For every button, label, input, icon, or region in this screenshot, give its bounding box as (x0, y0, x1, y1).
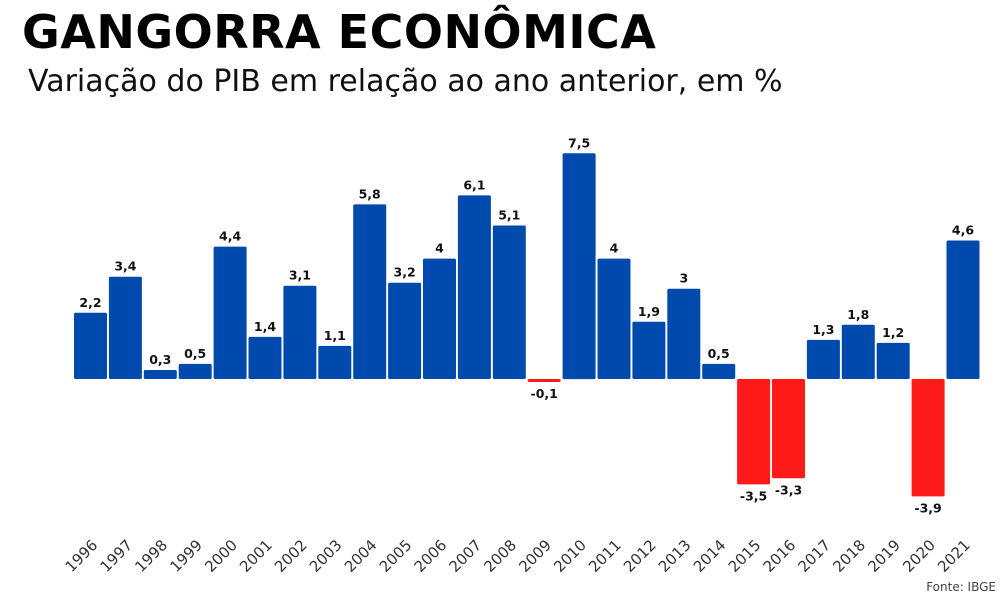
bar-2002 (283, 285, 317, 379)
value-label-1996: 2,2 (79, 295, 101, 310)
bar-1996 (74, 312, 107, 379)
x-tick-2000: 2000 (201, 536, 241, 576)
x-tick-2016: 2016 (760, 536, 800, 576)
bar-2018 (841, 324, 875, 379)
bar-2016 (772, 379, 805, 479)
value-label-2019: 1,2 (882, 325, 904, 340)
value-label-2012: 1,9 (638, 304, 660, 319)
x-tick-2003: 2003 (306, 536, 346, 576)
value-label-2017: 1,3 (812, 322, 834, 337)
value-label-2014: 0,5 (708, 346, 730, 361)
bar-1999 (178, 363, 212, 379)
x-tick-1999: 1999 (166, 536, 206, 576)
x-tick-2019: 2019 (864, 536, 904, 576)
value-label-2010: 7,5 (568, 135, 590, 150)
source-note: Fonte: IBGE (926, 580, 996, 594)
x-tick-2004: 2004 (341, 536, 381, 576)
bar-2008 (492, 225, 526, 379)
value-label-2018: 1,8 (847, 307, 869, 322)
x-tick-2009: 2009 (515, 536, 555, 576)
bar-2019 (876, 342, 910, 379)
x-tick-1996: 1996 (62, 536, 102, 576)
value-label-2020: -3,9 (914, 500, 941, 515)
chart-subtitle: Variação do PIB em relação ao ano anteri… (28, 64, 783, 99)
value-label-2021: 4,6 (952, 223, 974, 238)
bar-2009 (527, 379, 561, 382)
x-tick-2015: 2015 (725, 536, 765, 576)
value-label-2005: 3,2 (394, 265, 416, 280)
x-tick-2014: 2014 (690, 536, 730, 576)
x-tick-1997: 1997 (96, 536, 136, 576)
value-label-2009: -0,1 (531, 386, 558, 401)
x-tick-1998: 1998 (131, 536, 171, 576)
x-tick-2001: 2001 (236, 536, 276, 576)
x-tick-2010: 2010 (550, 536, 590, 576)
x-tick-2017: 2017 (794, 536, 834, 576)
bar-2013 (667, 288, 701, 379)
bar-2020 (911, 379, 945, 497)
x-tick-2002: 2002 (271, 536, 311, 576)
value-labels-group: 2,2 3,4 0,3 0,5 4,4 1,4 3,1 1,1 5,8 3,2 4 6,1 5,1 -0,… (79, 135, 974, 515)
x-tick-2012: 2012 (620, 536, 660, 576)
value-label-2015: -3,5 (740, 488, 767, 503)
value-label-2016: -3,3 (775, 482, 802, 497)
x-tick-2021: 2021 (934, 536, 974, 576)
x-tick-2008: 2008 (480, 536, 520, 576)
bar-2003 (318, 345, 352, 379)
bar-2012 (632, 321, 666, 379)
x-tick-2007: 2007 (445, 536, 485, 576)
value-label-2013: 3 (679, 271, 688, 286)
bars-group (74, 153, 980, 497)
x-tick-2005: 2005 (376, 536, 416, 576)
bar-1997 (108, 276, 142, 379)
bar-2000 (213, 246, 247, 379)
x-tick-2020: 2020 (899, 536, 939, 576)
bar-2017 (806, 339, 840, 379)
value-label-1999: 0,5 (184, 346, 206, 361)
value-label-2002: 3,1 (289, 268, 311, 283)
x-tick-2018: 2018 (829, 536, 869, 576)
bar-1998 (143, 370, 177, 379)
value-label-2001: 1,4 (254, 319, 276, 334)
chart-title: GANGORRA ECONÔMICA (22, 5, 657, 59)
bar-2001 (248, 336, 282, 379)
bar-2015 (737, 379, 771, 485)
value-label-2007: 6,1 (463, 177, 485, 192)
bar-2007 (457, 195, 491, 379)
bar-2005 (388, 282, 422, 379)
x-tick-2011: 2011 (585, 536, 625, 576)
bar-2006 (423, 258, 456, 379)
value-label-2004: 5,8 (359, 186, 381, 201)
x-tick-2006: 2006 (411, 536, 451, 576)
bar-2014 (702, 363, 736, 379)
bar-2011 (597, 258, 631, 379)
value-label-2006: 4 (435, 241, 444, 256)
bar-2010 (562, 153, 596, 380)
x-tick-2013: 2013 (655, 536, 695, 576)
value-label-2000: 4,4 (219, 229, 241, 244)
value-label-2011: 4 (610, 241, 619, 256)
value-label-2008: 5,1 (498, 208, 520, 223)
value-label-2003: 1,1 (324, 328, 346, 343)
value-label-1997: 3,4 (114, 259, 136, 274)
x-tick-labels-group: 1996199719981999200020012002200320042005… (62, 536, 974, 576)
bar-2004 (353, 204, 387, 379)
value-label-1998: 0,3 (149, 352, 171, 367)
bar-2021 (946, 240, 980, 379)
